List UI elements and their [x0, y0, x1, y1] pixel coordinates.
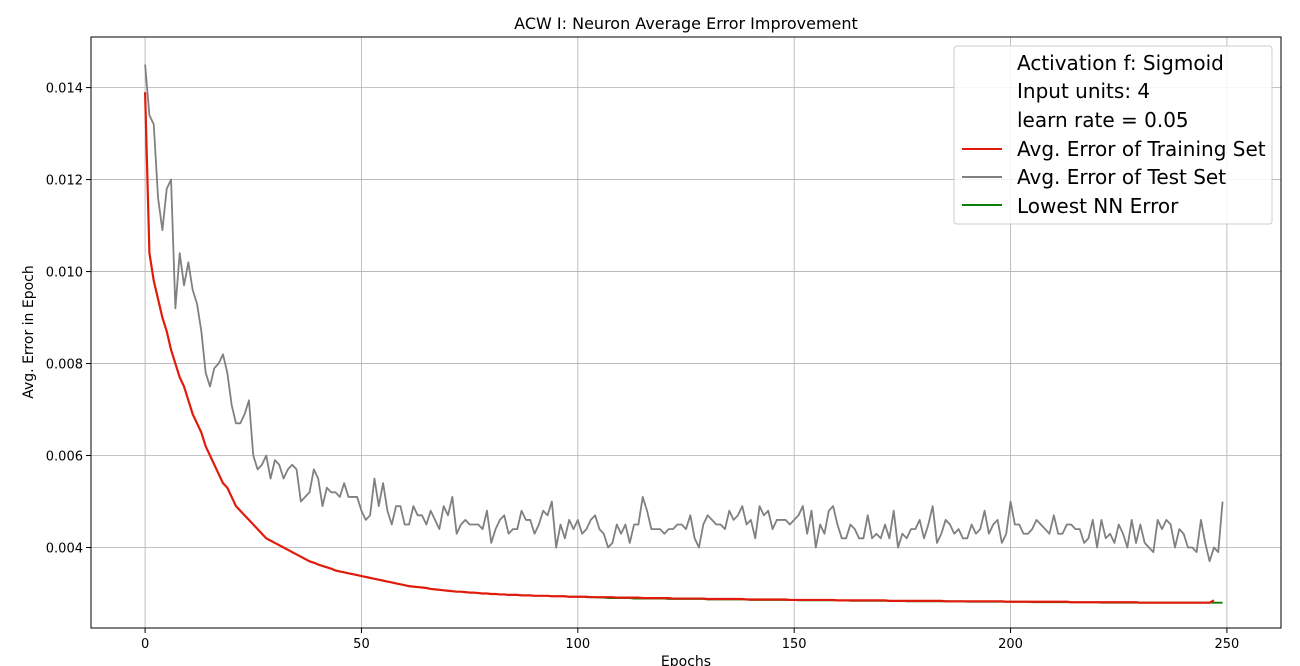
legend-lowest-label: Lowest NN Error [1017, 194, 1179, 218]
y-axis-ticks: 0.004 0.006 0.008 0.010 0.012 0.014 [46, 82, 91, 557]
y-tick-label: 0.004 [46, 542, 83, 557]
x-tick-label: 250 [1214, 637, 1239, 652]
series-lines [143, 64, 1224, 604]
x-tick-label: 0 [141, 637, 149, 652]
y-tick-label: 0.014 [46, 82, 83, 97]
y-tick-label: 0.012 [46, 174, 83, 189]
x-tick-label: 200 [998, 637, 1023, 652]
legend-box [953, 45, 1273, 225]
y-tick-label: 0.006 [46, 450, 83, 465]
x-axis-ticks: 0 50 100 150 200 250 [141, 628, 1239, 652]
legend-activation: Activation f: Sigmoid [1017, 51, 1224, 75]
series-line-avg-error-of-training-set [143, 92, 1215, 604]
y-tick-label: 0.010 [46, 266, 83, 281]
x-tick-label: 100 [565, 637, 590, 652]
legend-training-label: Avg. Error of Training Set [1017, 137, 1266, 161]
y-axis-label: Avg. Error in Epoch [21, 265, 37, 399]
x-axis-label: Epochs [661, 654, 711, 666]
series-line-avg-error-of-test-set [144, 64, 1224, 563]
plot-frame [90, 36, 1282, 629]
x-tick-label: 50 [353, 637, 370, 652]
x-tick-label: 150 [782, 637, 807, 652]
legend-input-units: Input units: 4 [1017, 79, 1150, 103]
legend-test-label: Avg. Error of Test Set [1017, 165, 1226, 189]
y-tick-label: 0.008 [46, 358, 83, 373]
chart-title: ACW I: Neuron Average Error Improvement [514, 14, 858, 33]
legend-learn-rate: learn rate = 0.05 [1017, 108, 1189, 132]
legend: Activation f: Sigmoid Input units: 4 lea… [953, 45, 1273, 225]
